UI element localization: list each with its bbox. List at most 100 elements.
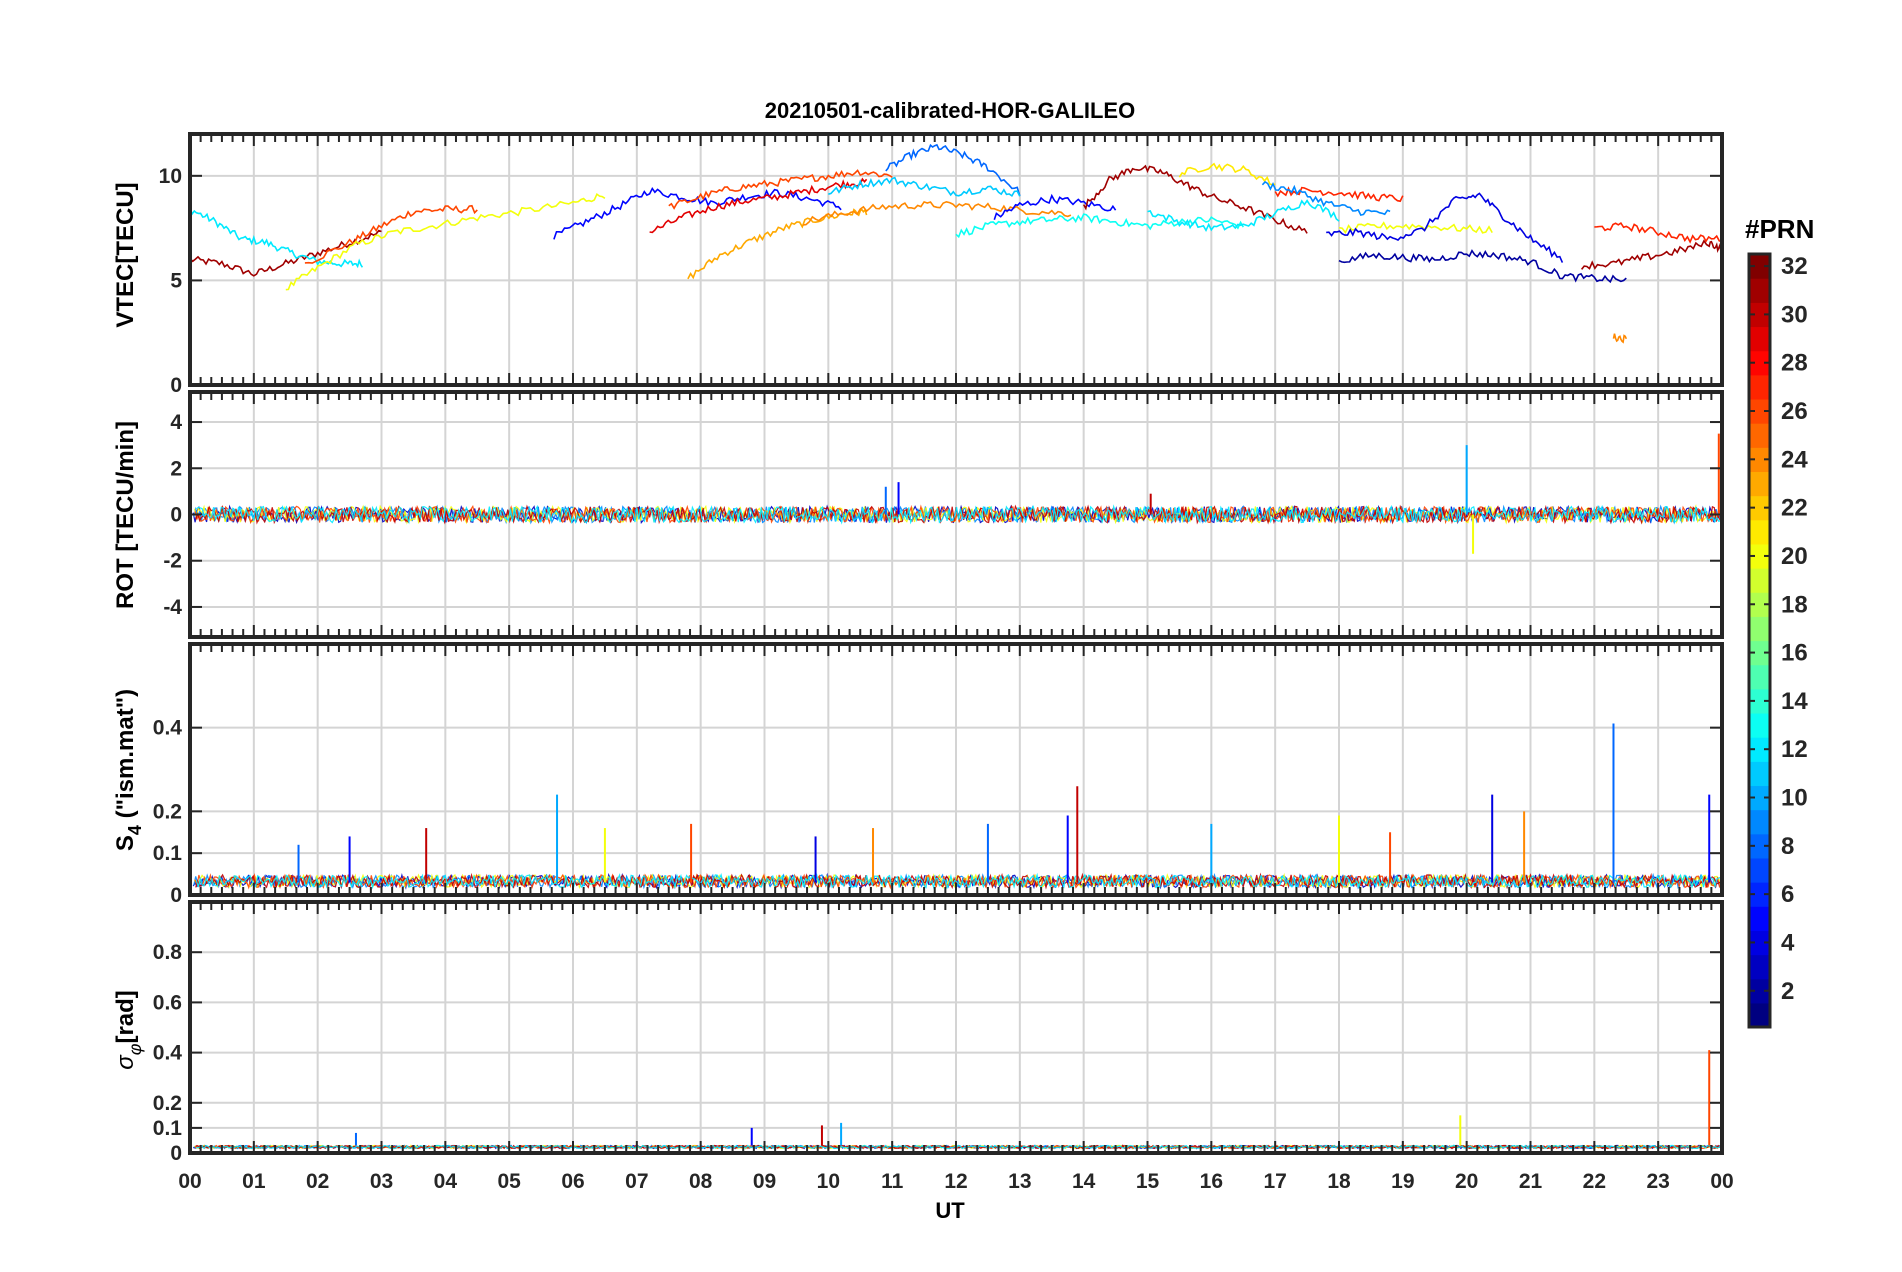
colorbar-swatch	[1749, 978, 1770, 1004]
panel-rot: -4 -2 0 2 4 ROT [TECU/min]	[112, 390, 1724, 639]
colorbar-swatch	[1749, 423, 1770, 448]
colorbar-tick-label: 30	[1781, 301, 1808, 328]
colorbar-label: #PRN	[1745, 214, 1814, 244]
noise-trace	[195, 872, 1721, 890]
colorbar-swatch	[1749, 302, 1770, 328]
x-tick-label: 06	[561, 1170, 584, 1193]
vtec-series-line	[1580, 239, 1722, 270]
vtec-series-line	[304, 204, 478, 264]
vtec-series-line	[1338, 221, 1493, 235]
colorbar-swatch	[1749, 616, 1770, 642]
colorbar-swatch	[1749, 761, 1770, 787]
colorbar-swatch	[1749, 326, 1770, 352]
x-tick-label: 02	[306, 1170, 329, 1193]
x-tick-label: 11	[881, 1170, 904, 1193]
x-tick-label: 23	[1646, 1170, 1669, 1193]
colorbar-swatch	[1749, 592, 1770, 617]
vtec-series-line	[1147, 199, 1340, 233]
colorbar-swatch	[1749, 857, 1770, 883]
x-tick-label: 04	[434, 1170, 458, 1193]
y-tick-label: 0.4	[153, 717, 183, 740]
colorbar-swatch	[1749, 350, 1770, 376]
x-tick-label: 07	[625, 1170, 648, 1193]
colorbar-tick-label: 14	[1781, 688, 1808, 715]
y-tick-label: 2	[170, 457, 182, 480]
x-tick-label: 20	[1455, 1170, 1478, 1193]
colorbar-swatch	[1749, 712, 1770, 738]
panel-vtec: 0 5 10 VTEC[TECU]	[112, 132, 1724, 397]
y-tick-label: 0.2	[153, 800, 182, 823]
colorbar-swatch	[1749, 398, 1770, 424]
vtec-series-line	[190, 229, 382, 277]
y-axis-label: ROT [TECU/min]	[112, 421, 139, 609]
x-tick-label: 05	[497, 1170, 521, 1193]
x-tick-label: 10	[817, 1170, 840, 1193]
y-tick-label: 0	[170, 1142, 182, 1165]
y-tick-label: 0	[170, 374, 182, 397]
colorbar-tick-label: 22	[1781, 495, 1808, 522]
colorbar-swatch	[1749, 906, 1770, 931]
vtec-series-line	[1178, 162, 1276, 186]
y-tick-label: 0.1	[153, 842, 183, 865]
colorbar-tick-label: 6	[1781, 881, 1794, 908]
panel-s4: 0 0.1 0.2 0.4 S4 ("ism.mat")	[112, 642, 1724, 907]
vtec-series-line	[1612, 333, 1628, 344]
vtec-series-line	[1082, 164, 1308, 234]
colorbar-swatch	[1749, 471, 1770, 497]
x-tick-label: 03	[370, 1170, 393, 1193]
colorbar-swatch	[1749, 374, 1770, 400]
vtec-series-line	[828, 176, 1021, 198]
colorbar-tick-label: 28	[1781, 350, 1808, 377]
colorbar-swatch	[1749, 954, 1770, 980]
y-axis-label: S4 ("ism.mat")	[112, 689, 145, 851]
y-tick-label: 0.8	[153, 941, 183, 964]
colorbar-tick-label: 32	[1781, 253, 1808, 280]
y-tick-label: 0.1	[153, 1117, 183, 1140]
vtec-series-line	[190, 207, 364, 269]
colorbar-swatch	[1749, 664, 1770, 690]
vtec-series-line	[1594, 221, 1722, 244]
x-tick-label: 14	[1072, 1170, 1096, 1193]
colorbar-tick-label: 12	[1781, 736, 1808, 763]
x-tick-label: 17	[1263, 1170, 1286, 1193]
colorbar-swatch	[1749, 833, 1770, 859]
colorbar-swatch	[1749, 930, 1770, 956]
x-tick-label: 12	[944, 1170, 967, 1193]
colorbar-swatch	[1749, 543, 1770, 569]
x-tick-label: 08	[689, 1170, 713, 1193]
colorbar-tick-label: 26	[1781, 398, 1808, 425]
data-layer	[190, 143, 1722, 344]
vtec-series-line	[649, 177, 868, 234]
x-tick-label: 18	[1327, 1170, 1351, 1193]
colorbar-tick-label: 24	[1781, 446, 1808, 473]
y-axis-label: σφ[rad]	[112, 990, 145, 1070]
x-tick-label: 09	[753, 1170, 776, 1193]
data-layer	[192, 723, 1722, 890]
colorbar-swatch	[1749, 254, 1770, 279]
chart-title: 20210501-calibrated-HOR-GALILEO	[765, 98, 1135, 123]
colorbar-swatch	[1749, 688, 1770, 714]
y-tick-label: 0.2	[153, 1092, 182, 1115]
vtec-series-line	[955, 213, 1244, 239]
x-tick-label: 22	[1583, 1170, 1606, 1193]
y-tick-label: 5	[170, 269, 182, 292]
colorbar-tick-label: 20	[1781, 543, 1808, 570]
x-tick-labels: 00 01 02 03 04 05 06 07 08 09 10 11 12 13 14 15 16 17 18 19…	[178, 1170, 1733, 1193]
vtec-series-line	[993, 193, 1117, 221]
y-tick-label: 0.4	[153, 1042, 183, 1065]
colorbar-swatch	[1749, 568, 1770, 593]
colorbar-swatch	[1749, 1002, 1770, 1028]
vtec-series-line	[668, 169, 893, 210]
colorbar-swatch	[1749, 809, 1770, 835]
y-tick-label: 0.6	[153, 991, 182, 1014]
x-tick-label: 00	[178, 1170, 201, 1193]
vtec-series-line	[687, 208, 868, 280]
colorbar-swatch	[1749, 519, 1770, 545]
colorbar-tick-label: 4	[1781, 929, 1795, 956]
x-tick-label: 15	[1136, 1170, 1160, 1193]
colorbar-tick-label: 8	[1781, 833, 1794, 860]
colorbar-swatch	[1749, 785, 1770, 811]
